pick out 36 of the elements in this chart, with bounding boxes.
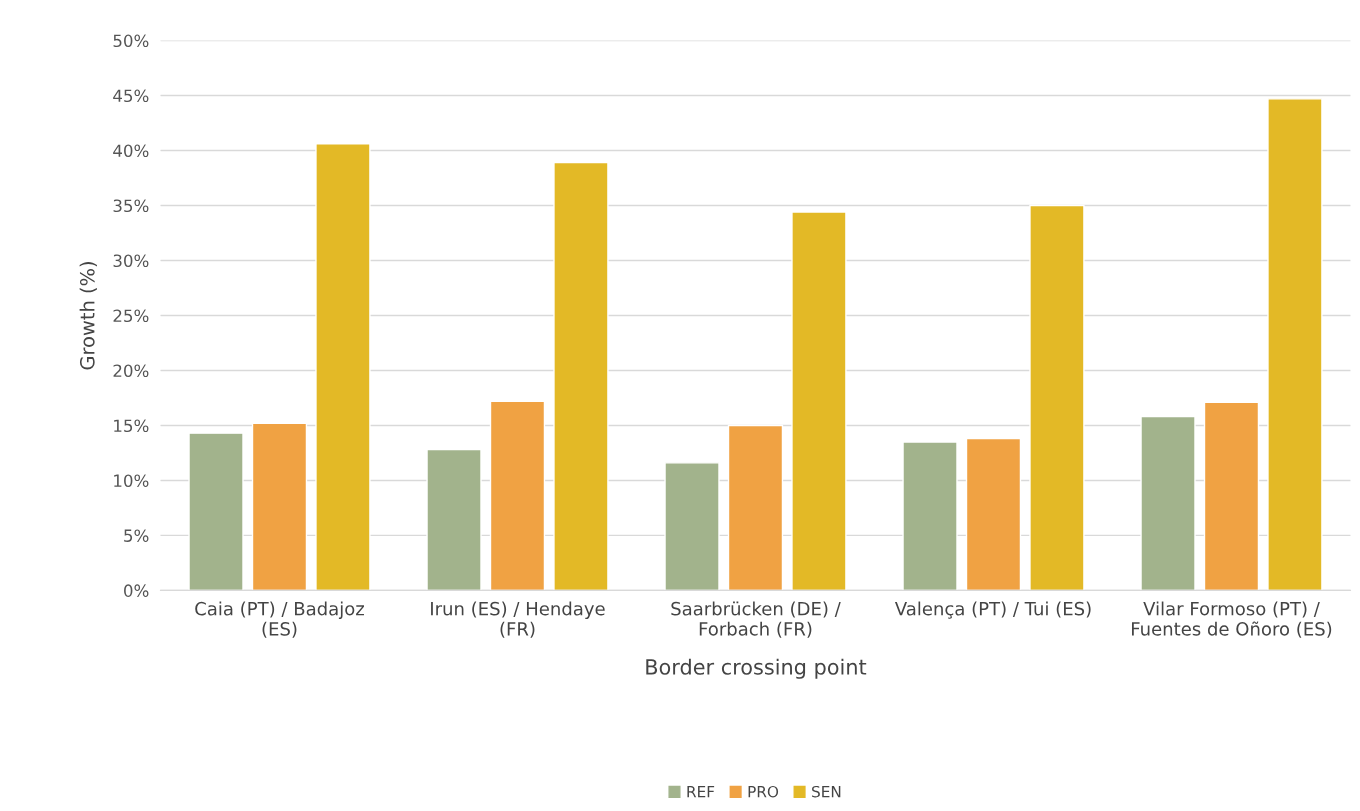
bar — [188, 432, 244, 591]
bar — [727, 424, 784, 591]
bar — [251, 422, 308, 591]
y-tick-label: 50% — [113, 34, 149, 48]
y-tick-label: 20% — [113, 364, 149, 378]
bar — [902, 441, 958, 591]
bar — [965, 437, 1022, 591]
x-axis-title: Border crossing point — [646, 658, 867, 679]
x-tick-label: Saarbrücken (DE) / Forbach (FR) — [671, 601, 841, 638]
bar — [664, 462, 720, 591]
bar — [1203, 401, 1260, 591]
y-axis-title: Growth (%) — [79, 262, 97, 370]
y-tick-label: 5% — [124, 529, 149, 542]
x-tick-label: Caia (PT) / Badajoz (ES) — [195, 601, 364, 638]
y-tick-label: 25% — [113, 309, 149, 323]
y-tick-label: 0% — [124, 584, 149, 597]
y-tick-label: 10% — [114, 474, 149, 488]
y-tick-label: 35% — [113, 199, 149, 213]
x-tick-label: Irun (ES) / Hendaye (FR) — [431, 601, 605, 638]
legend-label: REF — [687, 786, 715, 798]
bar — [426, 448, 482, 591]
y-tick-label: 45% — [113, 89, 149, 103]
bar — [1267, 98, 1323, 591]
bar — [489, 400, 546, 591]
legend-label: PRO — [748, 785, 779, 798]
legend-label: SEN — [812, 785, 841, 798]
x-tick-label: Vilar Formoso (PT) / Fuentes de Oñoro (ES) — [1132, 601, 1332, 638]
bar — [553, 161, 609, 591]
bar — [315, 143, 371, 591]
x-tick-label: Valença (PT) / Tui (ES) — [894, 601, 1091, 619]
bar — [1029, 204, 1085, 591]
y-tick-label: 30% — [113, 254, 149, 268]
y-tick-label: 40% — [113, 144, 149, 158]
bar — [791, 211, 847, 591]
y-tick-label: 15% — [114, 419, 149, 433]
bar — [1140, 415, 1196, 591]
